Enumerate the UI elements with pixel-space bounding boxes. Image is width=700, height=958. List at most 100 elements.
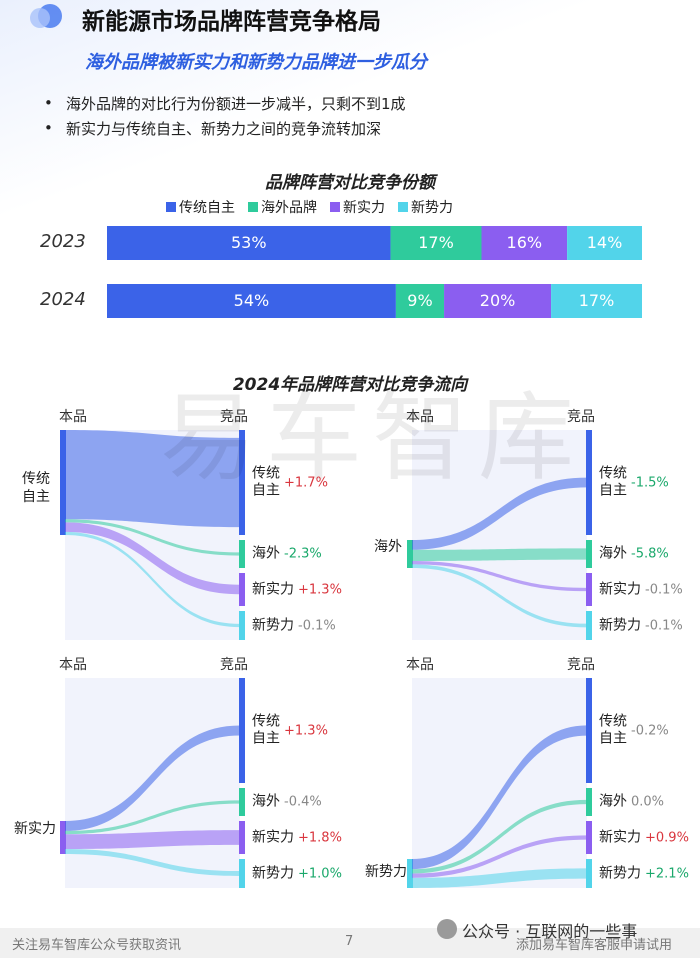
value-label: 17% bbox=[418, 233, 454, 252]
legend-label: 传统自主 bbox=[179, 200, 235, 216]
title-icon bbox=[30, 8, 50, 28]
legend-swatch bbox=[398, 202, 408, 212]
target-label: 新实力 bbox=[252, 580, 294, 597]
change-label: -0.1% bbox=[298, 618, 336, 633]
title: 新能源市场品牌阵营竞争格局 bbox=[82, 9, 381, 35]
target-row: 新实力 +1.3% bbox=[252, 581, 342, 599]
target-label: 新势力 bbox=[252, 864, 294, 881]
footer-bar bbox=[0, 928, 700, 958]
source-bar bbox=[407, 859, 413, 888]
target-bar bbox=[239, 788, 245, 816]
target-row: 海外 0.0% bbox=[599, 793, 664, 811]
column-header: 本品 bbox=[406, 657, 434, 673]
target-row: 新势力 -0.1% bbox=[599, 617, 683, 635]
panel-bg bbox=[412, 430, 587, 640]
flow bbox=[65, 725, 240, 831]
value-label: 14% bbox=[586, 233, 623, 252]
flow bbox=[412, 477, 587, 550]
column-header: 竞品 bbox=[567, 409, 595, 425]
footer-left: 关注易车智库公众号获取资讯 bbox=[12, 938, 182, 953]
bullet: 海外品牌的对比行为份额进一步减半，只剩不到1成 bbox=[66, 95, 406, 113]
change-label: -2.3% bbox=[284, 546, 322, 562]
target-row: 海外 -0.4% bbox=[252, 793, 322, 811]
bar-segment bbox=[107, 226, 391, 260]
flow bbox=[65, 830, 240, 850]
target-label: 传统自主 bbox=[252, 465, 280, 499]
target-label: 新势力 bbox=[252, 616, 294, 633]
source-label: 新势力 bbox=[365, 864, 407, 880]
value-label: 17% bbox=[578, 291, 615, 310]
flow bbox=[412, 799, 587, 874]
source-bar bbox=[60, 430, 66, 535]
value-label: 54% bbox=[233, 291, 270, 310]
target-bar bbox=[239, 540, 245, 568]
legend-swatch bbox=[330, 202, 340, 212]
target-row: 海外 -2.3% bbox=[252, 545, 322, 563]
target-bar bbox=[586, 573, 592, 606]
target-label: 传统自主 bbox=[599, 713, 627, 747]
flow bbox=[65, 849, 240, 876]
column-header: 竞品 bbox=[220, 657, 248, 673]
change-label: 0.0% bbox=[631, 794, 665, 810]
bar-segment bbox=[444, 284, 552, 318]
change-label: -1.5% bbox=[631, 475, 669, 490]
value-label: 53% bbox=[230, 233, 267, 252]
target-bar bbox=[586, 611, 592, 640]
bar-segment bbox=[481, 226, 568, 260]
change-label: +2.1% bbox=[645, 866, 689, 881]
target-row: 新势力 +2.1% bbox=[599, 865, 689, 883]
target-label: 新势力 bbox=[599, 864, 641, 881]
change-label: +1.3% bbox=[298, 582, 342, 597]
bullet: 新实力与传统自主、新势力之间的竞争流转加深 bbox=[66, 120, 382, 138]
change-label: -0.4% bbox=[284, 794, 322, 810]
target-label: 新势力 bbox=[599, 616, 641, 633]
target-label: 海外 bbox=[599, 545, 627, 562]
change-label: +1.8% bbox=[298, 830, 342, 845]
bar-segment bbox=[551, 284, 642, 318]
target-row: 传统自主 +1.3% bbox=[252, 713, 328, 748]
flow bbox=[412, 548, 587, 561]
target-bar bbox=[586, 859, 592, 888]
subtitle: 海外品牌被新实力和新势力品牌进一步瓜分 bbox=[85, 52, 427, 73]
target-row: 新实力 +0.9% bbox=[599, 829, 689, 847]
target-label: 海外 bbox=[252, 545, 280, 562]
target-label: 传统自主 bbox=[252, 713, 280, 747]
column-header: 本品 bbox=[406, 409, 434, 425]
target-bar bbox=[586, 821, 592, 854]
flow bbox=[412, 868, 587, 888]
chart-title: 2024年品牌阵营对比竞争流向 bbox=[232, 375, 468, 395]
target-bar bbox=[239, 573, 245, 606]
flow bbox=[65, 519, 240, 556]
change-label: +1.0% bbox=[298, 866, 342, 881]
page-number: 7 bbox=[345, 934, 354, 949]
legend-label: 海外品牌 bbox=[261, 200, 317, 216]
legend-label: 新势力 bbox=[411, 200, 453, 216]
chart-title: 品牌阵营对比竞争份额 bbox=[265, 173, 435, 193]
flow bbox=[65, 531, 240, 628]
legend-swatch bbox=[248, 202, 258, 212]
target-row: 海外 -5.8% bbox=[599, 545, 669, 563]
column-header: 竞品 bbox=[567, 657, 595, 673]
column-header: 竞品 bbox=[220, 409, 248, 425]
target-row: 传统自主 -1.5% bbox=[599, 465, 669, 500]
legend-swatch bbox=[166, 202, 176, 212]
target-row: 传统自主 -0.2% bbox=[599, 713, 669, 748]
target-bar bbox=[586, 430, 592, 535]
bar-segment bbox=[567, 226, 642, 260]
flow bbox=[412, 564, 587, 628]
flow bbox=[65, 522, 240, 595]
watermark: 易车智库 bbox=[160, 382, 584, 494]
flow bbox=[412, 725, 587, 870]
value-label: 16% bbox=[506, 233, 543, 252]
target-bar bbox=[586, 540, 592, 568]
target-bar bbox=[586, 788, 592, 816]
bar-segment bbox=[395, 284, 445, 318]
target-bar bbox=[239, 611, 245, 640]
change-label: +1.7% bbox=[284, 475, 328, 490]
target-bar bbox=[239, 821, 245, 854]
flow bbox=[65, 430, 240, 528]
source-label: 传统自主 bbox=[22, 471, 50, 506]
panel-bg bbox=[412, 678, 587, 888]
bullet-dot: • bbox=[44, 94, 53, 112]
